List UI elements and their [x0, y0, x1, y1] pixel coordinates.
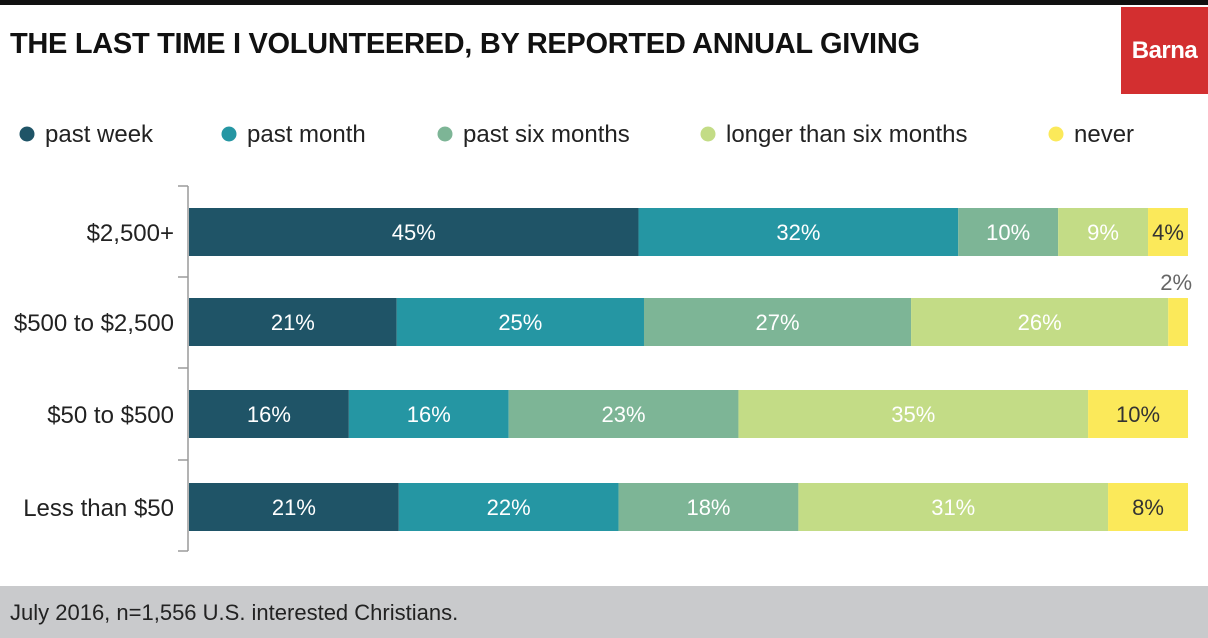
data-label: 8% [1132, 495, 1164, 520]
bar-segment-never [1148, 208, 1188, 256]
top-rule [0, 0, 1208, 5]
data-label: 21% [271, 310, 315, 335]
data-label: 26% [1018, 310, 1062, 335]
data-label: 27% [755, 310, 799, 335]
chart-title: THE LAST TIME I VOLUNTEERED, BY REPORTED… [10, 28, 920, 60]
data-label: 16% [247, 402, 291, 427]
bar-segment-never [1088, 390, 1188, 438]
bar-segment-past-week [189, 298, 397, 346]
bar-segment-past-six-months [643, 298, 912, 346]
bar-segment-past-six-months [508, 390, 739, 438]
data-label: 25% [498, 310, 542, 335]
stacked-bar-chart: past week past month past six months longer… [14, 121, 1192, 552]
legend-label-past-week: past week [45, 121, 154, 148]
bar-segment-past-month [348, 390, 509, 438]
legend-swatch-longer-than-six-months [700, 126, 716, 142]
legend-swatch-never [1048, 126, 1064, 142]
data-label: 31% [931, 495, 975, 520]
bar-segment-longer-than-six-months [798, 483, 1109, 531]
category-label: $2,500+ [87, 220, 174, 247]
brand-name: Barna [1131, 36, 1198, 64]
legend-label-past-month: past month [247, 121, 366, 148]
data-label: 9% [1087, 220, 1119, 245]
bar-segment-past-week [189, 390, 349, 438]
barna-logo: Barna [1121, 7, 1208, 94]
bar-segment-past-month [398, 483, 619, 531]
data-label: 22% [487, 495, 531, 520]
data-label: 45% [392, 220, 436, 245]
bars: 45% 32% 10% 9% 4% 21% 25% 27% 26% 2% 16% 16% 23% 35% 1… [189, 208, 1192, 531]
bar-segment-never [1108, 483, 1188, 531]
data-label: 32% [776, 220, 820, 245]
data-label: 10% [986, 220, 1030, 245]
legend-label-longer-than-six-months: longer than six months [726, 121, 967, 148]
legend: past week past month past six months longer… [19, 121, 1134, 148]
bar-segment-never [1168, 298, 1188, 346]
footer: July 2016, n=1,556 U.S. interested Chris… [0, 586, 1208, 638]
data-label: 23% [602, 402, 646, 427]
bar-segment-longer-than-six-months [738, 390, 1089, 438]
category-axis: $2,500+ $500 to $2,500 $50 to $500 Less tha… [14, 185, 189, 552]
data-label: 18% [686, 495, 730, 520]
data-label: 10% [1116, 402, 1160, 427]
data-label: 35% [891, 402, 935, 427]
data-label: 16% [407, 402, 451, 427]
bar-segment-past-six-months [618, 483, 799, 531]
bar-segment-past-month [396, 298, 644, 346]
category-label: $50 to $500 [47, 402, 174, 429]
data-label: 21% [272, 495, 316, 520]
category-label: Less than $50 [23, 495, 174, 522]
bar-segment-longer-than-six-months [1058, 208, 1149, 256]
bar-segment-longer-than-six-months [911, 298, 1169, 346]
legend-swatch-past-month [221, 126, 237, 142]
bar-segment-past-week [189, 483, 399, 531]
bar-segment-past-week [189, 208, 639, 256]
data-label: 2% [1160, 270, 1192, 295]
legend-label-past-six-months: past six months [463, 121, 630, 148]
category-label: $500 to $2,500 [14, 310, 174, 337]
bar-segment-past-month [638, 208, 959, 256]
source-note: July 2016, n=1,556 U.S. interested Chris… [10, 600, 459, 625]
legend-swatch-past-six-months [437, 126, 453, 142]
data-label: 4% [1152, 220, 1184, 245]
legend-label-never: never [1074, 121, 1134, 148]
legend-swatch-past-week [19, 126, 35, 142]
bar-segment-past-six-months [958, 208, 1059, 256]
